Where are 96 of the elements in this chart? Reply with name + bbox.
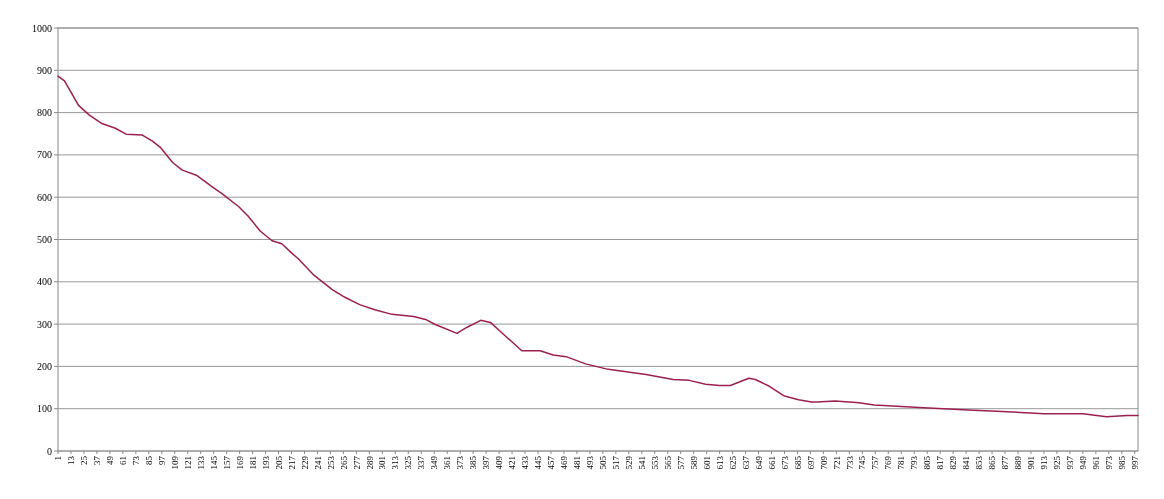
x-tick-label: 553 [649,455,660,470]
x-tick-label: 793 [909,455,920,470]
x-tick-label: 325 [403,455,414,470]
x-tick-label: 37 [92,455,103,465]
x-tick-label: 445 [533,455,544,470]
y-tick-label: 900 [37,64,52,76]
x-tick-label: 25 [79,455,90,465]
x-tick-label: 925 [1052,455,1063,470]
x-tick-label: 229 [299,455,310,470]
line-series [57,75,1139,418]
y-tick-label: 300 [37,318,52,330]
x-tick-label: 433 [520,455,531,470]
x-tick-label: 361 [442,456,453,470]
y-tick-label: 100 [37,403,52,415]
x-tick-label: 613 [714,455,725,470]
x-tick-label: 61 [118,456,129,465]
x-tick-label: 649 [753,455,764,470]
x-tick-label: 385 [468,455,479,470]
x-tick-label: 301 [377,456,388,470]
x-tick-label: 541 [636,456,647,470]
x-tick-label: 661 [766,456,777,470]
x-tick-label: 589 [688,455,699,470]
x-tick-label: 253 [325,455,336,470]
y-tick-label: 400 [37,276,52,288]
y-tick-label: 1000 [32,22,52,34]
y-tick-label: 500 [37,234,52,245]
x-tick-label: 13 [66,455,77,465]
x-tick-label: 349 [429,455,440,470]
x-tick-label: 985 [1116,455,1127,470]
x-tick-label: 181 [247,456,258,470]
x-tick-label: 817 [935,455,946,470]
x-tick-label: 493 [585,455,596,470]
x-tick-label: 889 [1013,455,1024,470]
x-tick-label: 901 [1026,456,1037,470]
x-tick-label: 841 [961,456,972,470]
x-tick-label: 601 [701,456,712,470]
x-tick-label: 709 [818,455,829,470]
y-tick-label: 600 [37,191,52,203]
x-tick-label: 829 [948,455,959,470]
x-tick-label: 733 [844,455,855,470]
y-tick-label: 200 [37,360,52,372]
x-tick-label: 289 [364,455,375,470]
x-tick-label: 517 [610,455,621,470]
x-tick-label: 313 [390,455,401,470]
x-tick-label: 481 [572,456,583,470]
x-tick-label: 505 [598,455,609,470]
x-tick-label: 865 [987,455,998,470]
x-tick-label: 625 [727,455,738,470]
x-tick-label: 877 [1000,455,1011,470]
x-tick-label: 193 [260,455,271,470]
x-tick-label: 469 [559,455,570,470]
x-tick-label: 973 [1103,455,1114,470]
x-tick-label: 745 [857,455,868,470]
x-tick-label: 157 [221,455,232,470]
x-tick-label: 277 [351,455,362,470]
x-tick-label: 85 [143,455,154,465]
x-tick-label: 781 [896,456,907,470]
x-tick-label: 217 [286,455,297,470]
y-tick-label: 800 [37,107,52,119]
x-tick-label: 637 [740,455,751,470]
x-tick-label: 409 [494,455,505,470]
x-tick-label: 373 [455,455,466,470]
x-tick-label: 97 [156,455,167,465]
x-tick-label: 673 [779,455,790,470]
x-tick-label: 529 [623,455,634,470]
x-tick-label: 265 [338,455,349,470]
x-tick-label: 169 [234,455,245,470]
x-tick-label: 805 [922,455,933,470]
x-tick-label: 133 [195,455,206,470]
x-tick-label: 241 [312,456,323,470]
x-tick-label: 769 [883,455,894,470]
x-tick-label: 685 [792,455,803,470]
x-tick-label: 913 [1039,455,1050,470]
x-tick-label: 961 [1090,456,1101,470]
x-tick-label: 397 [481,455,492,470]
x-tick-label: 73 [130,455,141,465]
x-tick-label: 145 [208,455,219,470]
x-tick-label: 577 [675,455,686,470]
x-tick-label: 109 [169,455,180,470]
x-tick-label: 457 [546,455,557,470]
x-tick-label: 421 [507,456,518,470]
x-tick-label: 205 [273,455,284,470]
x-tick-label: 697 [805,455,816,470]
x-tick-label: 937 [1065,455,1076,470]
x-tick-label: 337 [416,455,427,470]
x-tick-label: 721 [831,456,842,470]
x-tick-label: 1 [53,456,64,461]
x-tick-label: 853 [974,455,985,470]
x-tick-label: 757 [870,455,881,470]
x-tick-label: 49 [105,455,116,465]
x-tick-label: 565 [662,455,673,470]
x-tick-label: 997 [1129,455,1140,470]
x-tick-label: 121 [182,456,193,470]
y-tick-label: 700 [37,149,52,161]
x-tick-label: 949 [1078,455,1089,470]
y-tick-label: 0 [47,445,52,457]
